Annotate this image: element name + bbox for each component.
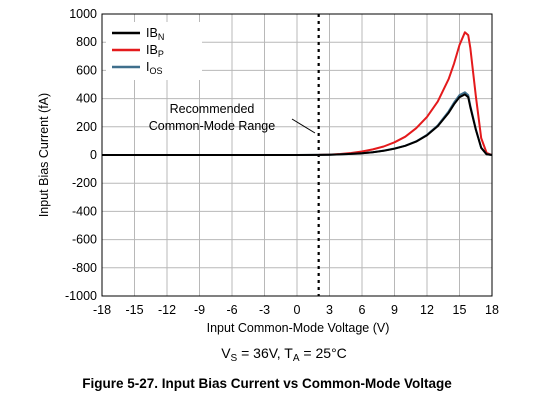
annotation-line-1: Recommended: [170, 102, 255, 116]
y-tick-label: 200: [76, 120, 97, 134]
y-tick-label: 400: [76, 92, 97, 106]
x-tick-label: -3: [259, 303, 270, 317]
y-axis-ticks: -1000 -800 -600 -400 -200 0 200 400 600 800 1000: [65, 7, 97, 303]
legend-label: IOS: [146, 60, 163, 76]
x-tick-label: 15: [453, 303, 467, 317]
x-tick-label: -6: [226, 303, 237, 317]
annotation: Recommended Common-Mode Range: [149, 102, 316, 134]
x-tick-label: 9: [391, 303, 398, 317]
x-tick-label: 3: [326, 303, 333, 317]
y-tick-label: -600: [72, 233, 97, 247]
x-tick-label: 6: [359, 303, 366, 317]
annotation-line-2: Common-Mode Range: [149, 119, 275, 133]
y-tick-label: 800: [76, 35, 97, 49]
legend-label: IBP: [146, 43, 164, 59]
x-axis-ticks: -18 -15 -12 -9 -6 -3 0 3 6 9 12 15 18: [93, 303, 499, 317]
x-axis-label: Input Common-Mode Voltage (V): [207, 321, 390, 335]
y-tick-label: 1000: [69, 7, 97, 21]
plot-frame: [101, 13, 493, 297]
x-tick-label: 18: [485, 303, 499, 317]
y-tick-label: -200: [72, 176, 97, 190]
x-tick-label: -12: [158, 303, 176, 317]
y-axis-label: Input Bias Current (fA): [37, 93, 51, 217]
legend-label: IBN: [146, 26, 164, 42]
x-tick-label: -18: [93, 303, 111, 317]
figure-caption: Figure 5-27. Input Bias Current vs Commo…: [82, 376, 452, 391]
series-line-ib-n: [102, 93, 493, 156]
x-tick-label: 12: [420, 303, 434, 317]
x-tick-label: -15: [125, 303, 143, 317]
x-tick-label: -9: [194, 303, 205, 317]
series-lines: [102, 31, 493, 156]
annotation-leader: [291, 118, 316, 134]
y-tick-label: -400: [72, 204, 97, 218]
test-conditions: VS = 36V, TA = 25°C: [221, 345, 347, 364]
y-tick-label: 600: [76, 63, 97, 77]
y-tick-label: 0: [90, 148, 97, 162]
x-tick-label: 0: [294, 303, 301, 317]
y-tick-label: -800: [72, 261, 97, 275]
y-tick-label: -1000: [65, 289, 97, 303]
